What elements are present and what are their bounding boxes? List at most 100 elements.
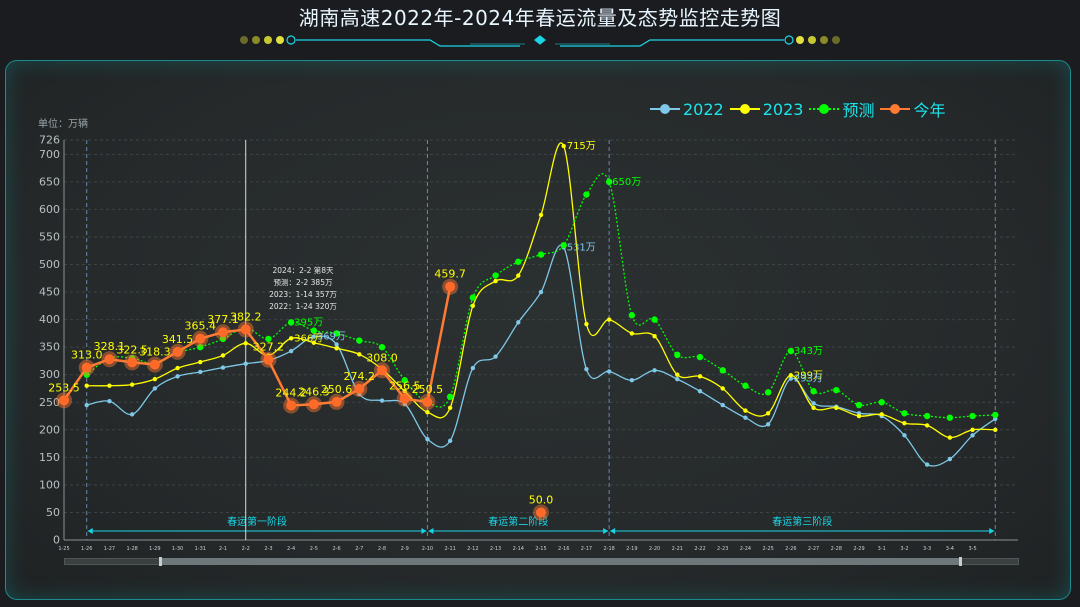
point-this-year (286, 400, 297, 411)
point-this-year (263, 354, 274, 365)
point-2023 (152, 376, 158, 382)
point-2022 (902, 433, 907, 438)
y-tick-label: 650 (39, 175, 60, 188)
zoom-window[interactable] (159, 558, 961, 565)
point-2022 (516, 320, 521, 325)
point-this-year (59, 395, 69, 406)
legend-label: 2023 (762, 99, 804, 119)
point-2023 (947, 435, 953, 440)
phase-arrow-head (421, 528, 427, 534)
data-label-2022: 293万 (794, 374, 823, 385)
x-tick-label: 2-29 (853, 546, 864, 552)
x-tick-label: 1-27 (104, 546, 115, 552)
point-2022 (493, 354, 498, 359)
point-2022 (447, 438, 453, 444)
point-2022 (629, 378, 635, 383)
point-this-year (127, 357, 138, 368)
series-line-forecast (86, 173, 996, 419)
x-tick-label: 3-3 (923, 546, 931, 552)
phase-label: 春运第二阶段 (488, 515, 548, 528)
data-label-this-year: 341.5 (162, 333, 194, 346)
data-label-this-year: 459.7 (434, 268, 466, 281)
data-label-this-year: 246.3 (298, 385, 330, 398)
y-tick-label: 550 (39, 230, 60, 243)
point-forecast (492, 272, 499, 279)
data-label-this-year: 382.2 (230, 310, 262, 323)
point-forecast (333, 330, 340, 337)
data-zoom-slider[interactable] (64, 557, 1019, 566)
legend-item-this-year[interactable]: 今年 (880, 97, 945, 121)
zoom-handle-left[interactable] (159, 557, 162, 566)
point-forecast (83, 371, 90, 378)
point-this-year (354, 383, 365, 394)
point-this-year (195, 333, 206, 344)
x-tick-label: 2-17 (581, 546, 592, 552)
point-forecast (605, 178, 613, 186)
point-2022 (129, 412, 135, 417)
point-2022 (379, 398, 385, 403)
point-forecast (378, 343, 386, 351)
point-forecast (469, 294, 477, 301)
data-label-this-year: 250.6 (321, 383, 353, 396)
tooltip-line: 2024：2-2 第8天 (272, 266, 334, 275)
point-2023 (924, 423, 930, 428)
point-2022 (947, 456, 953, 462)
y-tick-label: 726 (39, 134, 60, 147)
point-2023 (743, 408, 748, 413)
data-label-this-year: 313.0 (71, 349, 103, 362)
point-2022 (788, 376, 794, 381)
chart-title: 湖南高速2022年-2024年春运流量及态势监控走势图 (298, 6, 782, 30)
data-label-this-year: 365.4 (185, 320, 217, 333)
point-2023 (788, 373, 794, 378)
point-this-year (308, 399, 319, 410)
phase-arrow-head (428, 528, 434, 534)
phase-arrow-head (603, 528, 609, 534)
legend-item-forecast[interactable]: 预测 (809, 97, 874, 121)
point-2022 (107, 398, 112, 404)
point-forecast (674, 351, 681, 359)
point-this-year (399, 393, 410, 404)
point-forecast (742, 382, 749, 389)
data-label-this-year: 377.1 (207, 313, 239, 326)
legend-item-2023[interactable]: 2023 (729, 99, 804, 119)
x-tick-label: 2-27 (808, 546, 819, 552)
point-2023 (856, 413, 862, 419)
point-forecast (787, 347, 795, 355)
zoom-handle-right[interactable] (959, 557, 962, 566)
legend-marker-forecast (809, 104, 840, 114)
x-tick-label: 2-13 (490, 546, 501, 552)
legend-marker-this-year (880, 104, 911, 114)
x-tick-label: 1-31 (195, 546, 206, 552)
point-2023 (470, 303, 476, 309)
data-label-2023: 366万 (294, 333, 323, 344)
point-2022 (584, 367, 589, 372)
x-tick-label: 2-8 (378, 546, 386, 552)
x-tick-label: 1-28 (126, 546, 137, 552)
point-2023 (129, 382, 135, 387)
tooltip-line: 预测：2-2 385万 (273, 278, 333, 287)
y-tick-label: 150 (39, 451, 60, 464)
x-tick-label: 1-25 (58, 546, 69, 552)
point-2023 (493, 278, 498, 284)
point-2023 (697, 374, 703, 379)
x-tick-label: 2-22 (694, 546, 705, 552)
point-this-year (240, 324, 251, 335)
legend-item-2022[interactable]: 2022 (650, 100, 724, 119)
phase-arrow-head (610, 528, 616, 534)
x-tick-label: 2-14 (513, 546, 524, 552)
data-label-this-year: 322.5 (116, 343, 148, 356)
point-this-year (377, 365, 387, 376)
point-this-year (536, 507, 546, 518)
point-2022 (652, 368, 657, 373)
point-forecast (560, 242, 567, 249)
x-tick-label: 2-1 (219, 546, 227, 552)
data-label-2023: 715万 (567, 141, 596, 152)
y-tick-label: 600 (39, 203, 60, 216)
point-2023 (311, 340, 317, 345)
point-this-year (172, 346, 183, 357)
phase-arrow-head (87, 528, 93, 534)
unit-label: 单位：万辆 (38, 119, 88, 130)
point-2023 (243, 341, 248, 346)
y-tick-label: 500 (39, 258, 60, 271)
